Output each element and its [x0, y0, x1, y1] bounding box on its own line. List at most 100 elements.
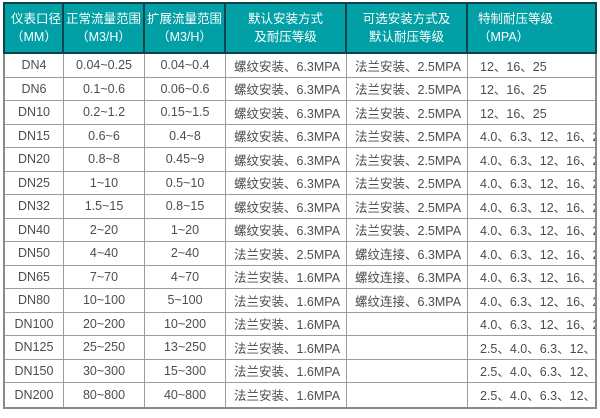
- column-header-line: （M3/H）: [76, 30, 131, 44]
- column-header-line: 可选安装方式及: [362, 12, 451, 26]
- cell-special-pressure: 4.0、6.3、12、16、25: [468, 289, 595, 313]
- cell-normal-flow-range: 4~40: [64, 242, 145, 266]
- cell-special-pressure: 2.5、4.0、6.3、12、16: [480, 389, 595, 404]
- cell-diameter: DN50: [5, 242, 64, 266]
- cell-default-installation: 螺纹安装、6.3MPA: [226, 77, 347, 101]
- cell-special-pressure: 4.0、6.3、12、16、25: [468, 195, 595, 219]
- cell-extended-flow-range: 0.8~15: [145, 195, 226, 219]
- column-header-normal_flow: 正常流量范围 （M3/H）: [64, 4, 145, 52]
- cell-normal-flow-range: 25~250: [64, 336, 145, 360]
- cell-default-installation: 螺纹安装、6.3MPA: [226, 101, 347, 125]
- cell-extended-flow-range: 40~800: [145, 383, 226, 407]
- table-row: DN150 30~300 15~300 法兰安装、1.6MPA 2.5、4.0、6.3、…: [5, 359, 595, 383]
- cell-optional-installation: 法兰安装、2.5MPA: [347, 77, 468, 101]
- cell-default-installation: 螺纹安装、6.3MPA: [226, 124, 347, 148]
- cell-diameter: DN200: [5, 383, 64, 407]
- cell-optional-installation: 法兰安装、2.5MPA: [347, 218, 468, 242]
- cell-special-pressure: 4.0、6.3、12、16、25: [468, 172, 595, 195]
- cell-optional-installation: [347, 336, 468, 360]
- cell-extended-flow-range: 4~70: [145, 265, 226, 289]
- cell-optional-installation: 螺纹连接、6.3MPA: [347, 289, 468, 313]
- cell-default-installation: 法兰安装、1.6MPA: [226, 383, 347, 407]
- cell-extended-flow-range: 10~200: [145, 312, 226, 336]
- cell-diameter: DN150: [5, 359, 64, 383]
- cell-normal-flow-range: 1~10: [64, 171, 145, 195]
- table-row: DN32 1.5~15 0.8~15 螺纹安装、6.3MPA 法兰安装、2.5MPA 4.…: [5, 195, 595, 219]
- cell-extended-flow-range: 0.04~0.4: [145, 54, 226, 78]
- cell-optional-installation: [347, 383, 468, 407]
- cell-normal-flow-range: 0.8~8: [64, 148, 145, 172]
- cell-default-installation: 法兰安装、2.5MPA: [226, 242, 347, 266]
- cell-special-pressure: 12、16、25: [468, 101, 595, 125]
- cell-normal-flow-range: 2~20: [64, 218, 145, 242]
- cell-special-pressure: 4.0、6.3、12、16、25: [468, 313, 595, 336]
- cell-diameter: DN32: [5, 195, 64, 219]
- cell-normal-flow-range: 10~100: [64, 289, 145, 313]
- table-row: DN100 20~200 10~200 法兰安装、1.6MPA 4.0、6.3、12、1…: [5, 312, 595, 336]
- cell-extended-flow-range: 15~300: [145, 359, 226, 383]
- cell-optional-installation: 法兰安装、2.5MPA: [347, 171, 468, 195]
- cell-normal-flow-range: 1.5~15: [64, 195, 145, 219]
- cell-default-installation: 螺纹安装、6.3MPA: [226, 218, 347, 242]
- cell-optional-installation: 法兰安装、2.5MPA: [347, 195, 468, 219]
- cell-special-pressure: 2.5、4.0、6.3、12、16: [468, 336, 595, 360]
- cell-extended-flow-range: 0.4~8: [145, 124, 226, 148]
- cell-default-installation: 法兰安装、1.6MPA: [226, 312, 347, 336]
- column-header-line: 仪表口径: [11, 12, 62, 26]
- cell-diameter: DN4: [5, 54, 64, 78]
- cell-diameter: DN10: [5, 101, 64, 125]
- table-row: DN125 25~250 13~250 法兰安装、1.6MPA 2.5、4.0、6.3、…: [5, 336, 595, 360]
- table-row: DN10 0.2~1.2 0.15~1.5 螺纹安装、6.3MPA 法兰安装、2.5MP…: [5, 101, 595, 125]
- cell-extended-flow-range: 2~40: [145, 242, 226, 266]
- cell-special-pressure: 12、16、25: [468, 78, 595, 101]
- cell-default-installation: 螺纹安装、6.3MPA: [226, 195, 347, 219]
- cell-default-installation: 法兰安装、1.6MPA: [226, 265, 347, 289]
- table-row: DN80 10~100 5~100 法兰安装、1.6MPA 螺纹连接、6.3MPA 4.0…: [5, 289, 595, 313]
- cell-normal-flow-range: 30~300: [64, 359, 145, 383]
- column-header-extended_flow: 扩展流量范围 （M3/H）: [145, 4, 226, 52]
- cell-normal-flow-range: 7~70: [64, 265, 145, 289]
- cell-diameter: DN25: [5, 171, 64, 195]
- column-header-line: （MM）: [11, 30, 57, 44]
- cell-special-pressure: 2.5、4.0、6.3、12、16: [468, 360, 595, 383]
- cell-normal-flow-range: 0.1~0.6: [64, 77, 145, 101]
- cell-optional-installation: 法兰安装、2.5MPA: [347, 54, 468, 78]
- table-row: DN40 2~20 1~20 螺纹安装、6.3MPA 法兰安装、2.5MPA 4.0、6.…: [5, 218, 595, 242]
- cell-diameter: DN6: [5, 77, 64, 101]
- column-header-line: 默认安装方式: [247, 12, 323, 26]
- cell-optional-installation: 法兰安装、2.5MPA: [347, 148, 468, 172]
- table-row: DN65 7~70 4~70 法兰安装、1.6MPA 螺纹连接、6.3MPA 4.0、6.…: [5, 265, 595, 289]
- table-row: DN50 4~40 2~40 法兰安装、2.5MPA 螺纹连接、6.3MPA 4.0、6.…: [5, 242, 595, 266]
- cell-default-installation: 螺纹安装、6.3MPA: [226, 171, 347, 195]
- cell-extended-flow-range: 0.15~1.5: [145, 101, 226, 125]
- cell-diameter: DN65: [5, 265, 64, 289]
- cell-default-installation: 螺纹安装、6.3MPA: [226, 54, 347, 78]
- cell-extended-flow-range: 5~100: [145, 289, 226, 313]
- table-row: DN20 0.8~8 0.45~9 螺纹安装、6.3MPA 法兰安装、2.5MPA 4.0…: [5, 148, 595, 172]
- cell-optional-installation: 法兰安装、2.5MPA: [347, 101, 468, 125]
- table-row: DN200 80~800 40~800 法兰安装、1.6MPA 2.5、4.0、6.3、…: [5, 383, 595, 407]
- cell-diameter: DN125: [5, 336, 64, 360]
- cell-extended-flow-range: 0.06~0.6: [145, 77, 226, 101]
- table-body: DN4 0.04~0.25 0.04~0.4 螺纹安装、6.3MPA 法兰安装、2.5M…: [3, 54, 597, 409]
- table-row: DN15 0.6~6 0.4~8 螺纹安装、6.3MPA 法兰安装、2.5MPA 4.0、…: [5, 124, 595, 148]
- cell-default-installation: 法兰安装、1.6MPA: [226, 359, 347, 383]
- table-row: DN25 1~10 0.5~10 螺纹安装、6.3MPA 法兰安装、2.5MPA 4.0、…: [5, 171, 595, 195]
- column-header-line: 默认耐压等级: [368, 30, 444, 44]
- cell-normal-flow-range: 0.04~0.25: [64, 54, 145, 78]
- cell-extended-flow-range: 0.5~10: [145, 171, 226, 195]
- column-header-line: （MPA）: [478, 30, 530, 44]
- cell-default-installation: 螺纹安装、6.3MPA: [226, 148, 347, 172]
- cell-special-pressure: 4.0、6.3、12、16、25: [468, 125, 595, 148]
- column-header-line: 扩展流量范围: [146, 12, 222, 26]
- cell-extended-flow-range: 13~250: [145, 336, 226, 360]
- cell-normal-flow-range: 20~200: [64, 312, 145, 336]
- flowmeter-spec-table: 仪表口径 （MM） 正常流量范围 （M3/H） 扩展流量范围 （M3/H） 默认安装方式 及耐…: [3, 2, 597, 409]
- cell-diameter: DN100: [5, 312, 64, 336]
- cell-optional-installation: [347, 312, 468, 336]
- cell-special-pressure: 12、16、25: [468, 54, 595, 78]
- table-row: DN6 0.1~0.6 0.06~0.6 螺纹安装、6.3MPA 法兰安装、2.5MPA…: [5, 77, 595, 101]
- column-header-line: 正常流量范围: [65, 12, 141, 26]
- cell-diameter: DN20: [5, 148, 64, 172]
- cell-extended-flow-range: 1~20: [145, 218, 226, 242]
